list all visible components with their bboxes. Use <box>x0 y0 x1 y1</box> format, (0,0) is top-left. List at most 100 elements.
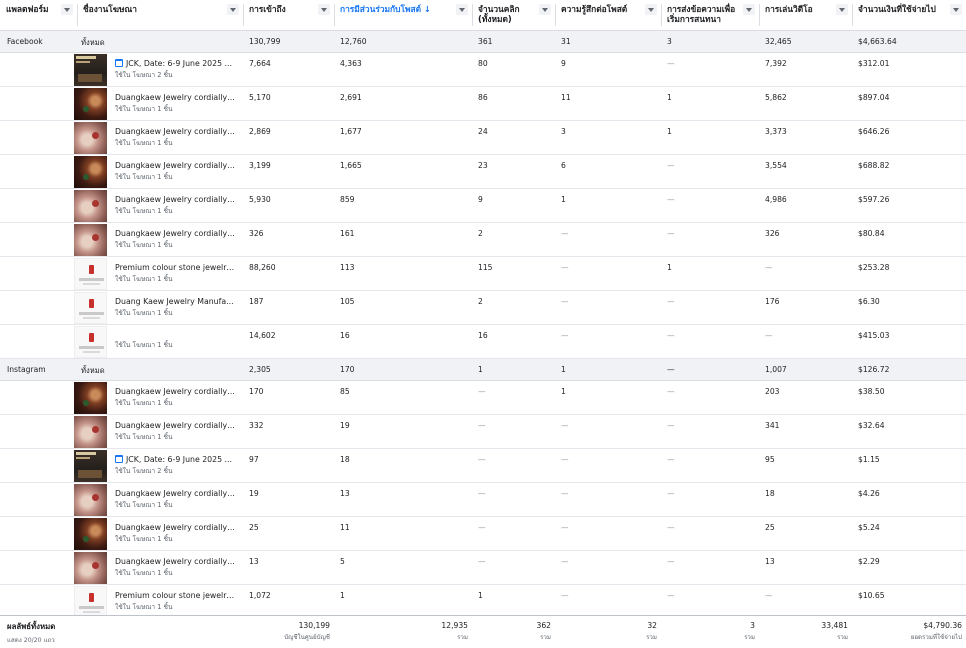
column-header-amount-spent[interactable]: จำนวนเงินที่ใช้จ่ายไป <box>852 0 966 31</box>
ad-thumbnail-ring[interactable] <box>74 416 107 448</box>
ad-name-block[interactable]: Duangkaew Jewelry cordially i... ใช้ใน โฆ… <box>115 557 237 578</box>
column-header-ad-name[interactable]: ชื่องานโฆษณา <box>77 0 243 31</box>
ad-row[interactable]: Duangkaew Jewelry cordially i... ใช้ใน โฆ… <box>0 121 966 155</box>
footer-total-value: 32 <box>647 621 657 630</box>
column-resize-handle[interactable] <box>334 4 335 26</box>
column-menu-chevron-icon[interactable] <box>61 4 73 15</box>
column-resize-handle[interactable] <box>243 4 244 26</box>
platform-summary-row[interactable]: Facebook ทั้งหมด 130,799 12,760 361 31 3 32,465… <box>0 31 966 53</box>
ad-name-link[interactable]: Duangkaew Jewelry cordially i... <box>115 387 237 396</box>
ad-name-link[interactable]: Duangkaew Jewelry cordially i... <box>115 557 237 566</box>
ad-row[interactable]: Duangkaew Jewelry cordially i... ใช้ใน โฆ… <box>0 381 966 415</box>
ad-thumbnail-ring[interactable] <box>74 122 107 154</box>
ad-name-link[interactable]: Duangkaew Jewelry cordially i... <box>115 489 237 498</box>
ad-thumbnail-ring[interactable] <box>74 552 107 584</box>
cell-amount-spent: $312.01 <box>858 59 890 68</box>
column-resize-handle[interactable] <box>555 4 556 26</box>
ad-name-block[interactable]: Duangkaew Jewelry cordially i... ใช้ใน โฆ… <box>115 489 237 510</box>
ad-row[interactable]: Duangkaew Jewelry cordially i... ใช้ใน โฆ… <box>0 483 966 517</box>
ad-name-block[interactable]: JCK, Date: 6-9 June 2025 ... ใช้ใน โฆษณา … <box>115 455 237 476</box>
column-menu-chevron-icon[interactable] <box>456 4 468 15</box>
ad-name-link[interactable]: Duangkaew Jewelry cordially i... <box>115 195 237 204</box>
column-resize-handle[interactable] <box>472 4 473 26</box>
ad-thumbnail-jewelry[interactable] <box>74 382 107 414</box>
ad-name-block[interactable]: Duangkaew Jewelry cordially i... ใช้ใน โฆ… <box>115 195 237 216</box>
column-menu-chevron-icon[interactable] <box>645 4 657 15</box>
ad-name-block[interactable]: Duangkaew Jewelry cordially i... ใช้ใน โฆ… <box>115 229 237 250</box>
column-resize-handle[interactable] <box>852 4 853 26</box>
cell-post-reactions: 6 <box>561 161 566 170</box>
ad-row[interactable]: ใช้ใน โฆษณา 1 ชิ้น 14,602 16 16 — — — $415.03 <box>0 325 966 359</box>
ad-name-link[interactable]: Duangkaew Jewelry cordially i... <box>115 523 237 532</box>
ad-name-block[interactable]: Duangkaew Jewelry cordially i... ใช้ใน โฆ… <box>115 387 237 408</box>
column-header-label: ความรู้สึกต่อโพสต์ <box>561 4 628 14</box>
column-header-post-engagement[interactable]: การมีส่วนร่วมกับโพสต์ ↓ <box>334 0 472 31</box>
ad-thumbnail-ring[interactable] <box>74 484 107 516</box>
column-menu-chevron-icon[interactable] <box>950 4 962 15</box>
ad-name-block[interactable]: Duangkaew Jewelry cordially i... ใช้ใน โฆ… <box>115 523 237 544</box>
column-header-platform[interactable]: แพลตฟอร์ม <box>0 0 77 31</box>
ad-name-link[interactable]: Duang Kaew Jewelry Manufa... <box>115 297 237 306</box>
column-header-reach[interactable]: การเข้าถึง <box>243 0 334 31</box>
ad-thumbnail-jewelry[interactable] <box>74 156 107 188</box>
ad-thumbnail-product[interactable] <box>74 586 107 618</box>
footer-total-post-reactions: 32 รวม <box>646 621 657 642</box>
ad-name-link[interactable]: Premium colour stone jewelry... <box>115 263 237 272</box>
column-header-clicks-all[interactable]: จำนวนคลิก (ทั้งหมด) <box>472 0 555 31</box>
ad-name-link[interactable]: Duangkaew Jewelry cordially i... <box>115 127 237 136</box>
ad-thumbnail-jewelry[interactable] <box>74 518 107 550</box>
ad-name-block[interactable]: Premium colour stone jewelry... ใช้ใน โฆษ… <box>115 263 237 284</box>
ad-name-link[interactable]: JCK, Date: 6-9 June 2025 ... <box>115 455 237 464</box>
ad-thumbnail-event[interactable] <box>74 54 107 86</box>
ad-name-block[interactable]: Duangkaew Jewelry cordially i... ใช้ใน โฆ… <box>115 93 237 114</box>
ad-row[interactable]: Duangkaew Jewelry cordially i... ใช้ใน โฆ… <box>0 155 966 189</box>
column-menu-chevron-icon[interactable] <box>227 4 239 15</box>
ad-row[interactable]: JCK, Date: 6-9 June 2025 ... ใช้ใน โฆษณา … <box>0 53 966 87</box>
ad-thumbnail-product[interactable] <box>74 326 107 358</box>
ad-name-link[interactable]: JCK, Date: 6-9 June 2025 ... <box>115 59 237 68</box>
cell-clicks-all: 2 <box>478 229 483 238</box>
ad-name-block[interactable]: Duangkaew Jewelry cordially i... ใช้ใน โฆ… <box>115 161 237 182</box>
column-header-post-reactions[interactable]: ความรู้สึกต่อโพสต์ <box>555 0 661 31</box>
ad-name-block[interactable]: Duang Kaew Jewelry Manufa... ใช้ใน โฆษณา … <box>115 297 237 318</box>
ad-thumbnail-event[interactable] <box>74 450 107 482</box>
ad-thumbnail-product[interactable] <box>74 292 107 324</box>
ad-row[interactable]: Duangkaew Jewelry cordially i... ใช้ใน โฆ… <box>0 189 966 223</box>
column-header-messaging-conversations[interactable]: การส่งข้อความเพื่อเริ่มการสนทนา <box>661 0 759 31</box>
column-resize-handle[interactable] <box>77 4 78 26</box>
ad-thumbnail-ring[interactable] <box>74 224 107 256</box>
column-menu-chevron-icon[interactable] <box>318 4 330 15</box>
column-resize-handle[interactable] <box>661 4 662 26</box>
column-header-video-plays[interactable]: การเล่นวิดีโอ <box>759 0 852 31</box>
ad-name-block[interactable]: Duangkaew Jewelry cordially i... ใช้ใน โฆ… <box>115 127 237 148</box>
ad-row[interactable]: JCK, Date: 6-9 June 2025 ... ใช้ใน โฆษณา … <box>0 449 966 483</box>
column-menu-chevron-icon[interactable] <box>743 4 755 15</box>
ad-name-block[interactable]: Duangkaew Jewelry cordially i... ใช้ใน โฆ… <box>115 421 237 442</box>
ad-name-link[interactable]: Duangkaew Jewelry cordially i... <box>115 161 237 170</box>
ad-thumbnail-jewelry[interactable] <box>74 88 107 120</box>
ad-name-link[interactable]: Duangkaew Jewelry cordially i... <box>115 93 237 102</box>
column-menu-chevron-icon[interactable] <box>539 4 551 15</box>
ad-row[interactable]: Premium colour stone jewelry... ใช้ใน โฆษ… <box>0 257 966 291</box>
ad-name-block[interactable]: ใช้ใน โฆษณา 1 ชิ้น <box>115 338 237 350</box>
ad-row[interactable]: Duang Kaew Jewelry Manufa... ใช้ใน โฆษณา … <box>0 291 966 325</box>
ad-thumbnail-product[interactable] <box>74 258 107 290</box>
ad-row[interactable]: Duangkaew Jewelry cordially i... ใช้ใน โฆ… <box>0 517 966 551</box>
ad-row[interactable]: Duangkaew Jewelry cordially i... ใช้ใน โฆ… <box>0 415 966 449</box>
ad-name-link[interactable]: Duangkaew Jewelry cordially i... <box>115 421 237 430</box>
cell-post-engagement: 2,691 <box>340 93 362 102</box>
ad-row[interactable]: Premium colour stone jewelry... ใช้ใน โฆษ… <box>0 585 966 619</box>
ad-row[interactable]: Duangkaew Jewelry cordially i... ใช้ใน โฆ… <box>0 551 966 585</box>
ad-name-block[interactable]: Premium colour stone jewelry... ใช้ใน โฆษ… <box>115 591 237 612</box>
ad-name-link[interactable]: Duangkaew Jewelry cordially i... <box>115 229 237 238</box>
cell-amount-spent: $32.64 <box>858 421 885 430</box>
platform-summary-row[interactable]: Instagram ทั้งหมด 2,305 170 1 1 — 1,007 $126.72 <box>0 359 966 381</box>
ad-thumbnail-ring[interactable] <box>74 190 107 222</box>
column-resize-handle[interactable] <box>759 4 760 26</box>
ad-row[interactable]: Duangkaew Jewelry cordially i... ใช้ใน โฆ… <box>0 87 966 121</box>
ad-name-link[interactable]: Premium colour stone jewelry... <box>115 591 237 600</box>
column-menu-chevron-icon[interactable] <box>836 4 848 15</box>
cell-video-plays: 5,862 <box>765 93 787 102</box>
ad-name-block[interactable]: JCK, Date: 6-9 June 2025 ... ใช้ใน โฆษณา … <box>115 59 237 80</box>
ad-row[interactable]: Duangkaew Jewelry cordially i... ใช้ใน โฆ… <box>0 223 966 257</box>
